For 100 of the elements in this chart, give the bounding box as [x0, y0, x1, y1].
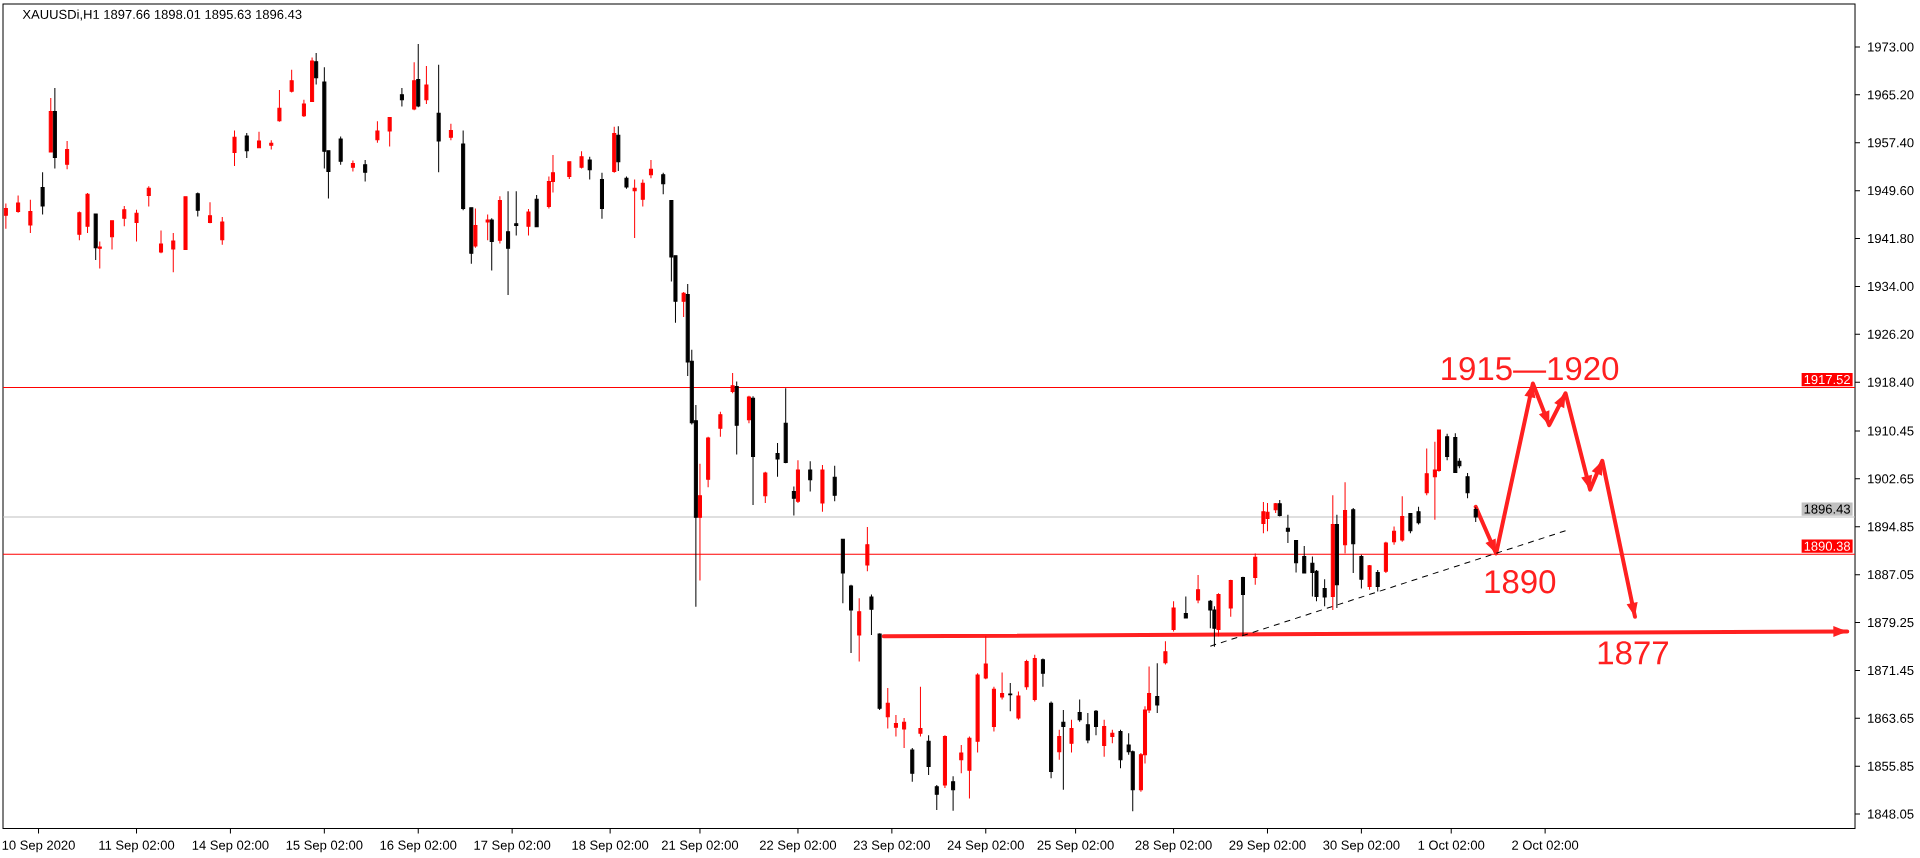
- ref-line-label: 1890.38: [1804, 541, 1851, 551]
- candlestick: [514, 190, 519, 236]
- candlestick: [244, 132, 249, 159]
- candlestick: [885, 687, 890, 729]
- candlestick: [506, 190, 511, 296]
- candlestick: [207, 201, 213, 224]
- candlestick: [469, 207, 474, 265]
- candlestick: [65, 140, 70, 170]
- x-tick-label: 29 Sep 02:00: [1229, 840, 1306, 853]
- candlestick: [1008, 682, 1013, 712]
- x-tick-label: 30 Sep 02:00: [1323, 840, 1400, 853]
- candlestick: [648, 159, 653, 179]
- candlestick: [1016, 691, 1021, 721]
- candlestick: [109, 220, 115, 251]
- candlestick: [934, 784, 939, 811]
- candlestick: [1351, 507, 1356, 574]
- candlestick: [1392, 525, 1397, 546]
- y-tick-label: 1934.00: [1868, 281, 1914, 291]
- candlestick: [1322, 578, 1327, 607]
- candlestick: [1196, 574, 1201, 604]
- candlestick: [436, 64, 441, 173]
- x-tick-label: 22 Sep 02:00: [759, 840, 837, 853]
- candlestick: [1424, 447, 1429, 496]
- candlestick: [893, 714, 898, 737]
- candlestick: [1110, 729, 1115, 744]
- candlestick: [220, 216, 225, 246]
- candlestick: [1085, 712, 1090, 744]
- candlestick: [857, 597, 862, 663]
- candlestick: [461, 129, 466, 211]
- candlestick: [1294, 539, 1299, 573]
- candlestick: [1024, 659, 1029, 691]
- candlestick: [28, 199, 33, 234]
- candlestick: [991, 686, 996, 732]
- candlestick: [820, 464, 825, 513]
- y-tick-label: 1879.25: [1868, 617, 1914, 628]
- candlestick: [681, 291, 686, 318]
- candlestick: [624, 176, 629, 190]
- candlestick: [983, 635, 988, 680]
- candlestick: [171, 232, 176, 273]
- candlestick: [1061, 709, 1066, 791]
- candlestick: [277, 89, 282, 123]
- x-tick-label: 21 Sep 02:00: [661, 840, 739, 853]
- ref-line-label: 1896.43: [1804, 504, 1851, 514]
- candlestick: [975, 672, 980, 753]
- y-tick-label: 1910.45: [1868, 426, 1914, 436]
- candlestick: [97, 241, 102, 270]
- candlestick: [587, 156, 592, 181]
- candlestick: [232, 129, 237, 167]
- y-tick-label: 1973.00: [1868, 42, 1914, 52]
- candlestick: [718, 411, 723, 438]
- x-tick-label: 10 Sep 2020: [2, 840, 75, 853]
- candlestick: [706, 436, 711, 488]
- x-tick-label: 17 Sep 02:00: [474, 840, 551, 853]
- candlestick: [269, 139, 274, 150]
- candlestick: [910, 747, 915, 783]
- x-tick-label: 14 Sep 02:00: [192, 840, 269, 853]
- candlestick: [77, 211, 82, 241]
- candlestick: [40, 171, 45, 216]
- candlestick: [959, 744, 964, 774]
- candlestick: [763, 471, 768, 504]
- candlestick: [1216, 592, 1221, 637]
- candlestick: [134, 209, 139, 243]
- candlestick: [314, 52, 319, 85]
- candlestick: [1416, 506, 1421, 526]
- candlestick: [612, 126, 617, 174]
- candlestick: [599, 172, 604, 220]
- candlestick: [734, 381, 739, 456]
- candlestick: [1040, 657, 1045, 688]
- candlestick: [1265, 502, 1270, 532]
- candlestick: [146, 185, 151, 208]
- candlestick: [526, 208, 531, 236]
- candlestick: [1102, 719, 1107, 758]
- candlestick: [1000, 672, 1005, 701]
- candlestick: [1163, 640, 1168, 666]
- candlestick: [1473, 506, 1478, 523]
- candlestick: [85, 192, 90, 234]
- candlestick: [579, 150, 584, 170]
- candlestick: [877, 632, 882, 711]
- candlestick: [387, 116, 392, 147]
- candlestick: [497, 195, 502, 244]
- candlestick: [1445, 433, 1450, 461]
- candlestick: [1310, 556, 1315, 597]
- candlestick: [416, 43, 421, 108]
- candlestick: [840, 538, 845, 604]
- candlestick: [1077, 699, 1082, 723]
- candlestick: [256, 131, 262, 149]
- candlestick: [473, 207, 478, 249]
- candlestick: [632, 179, 637, 239]
- candlestick: [424, 65, 429, 105]
- candlestick: [399, 87, 404, 108]
- candlestick: [1375, 569, 1380, 593]
- candlestick: [640, 179, 645, 208]
- candlestick: [350, 160, 355, 173]
- annotation: 1915—1920: [1442, 356, 1619, 381]
- candlestick: [158, 230, 164, 254]
- candlestick: [1400, 495, 1405, 543]
- y-tick-label: 1855.85: [1868, 761, 1914, 771]
- candlestick: [1302, 545, 1307, 574]
- candlestick: [1359, 554, 1364, 589]
- candlestick: [1228, 579, 1233, 618]
